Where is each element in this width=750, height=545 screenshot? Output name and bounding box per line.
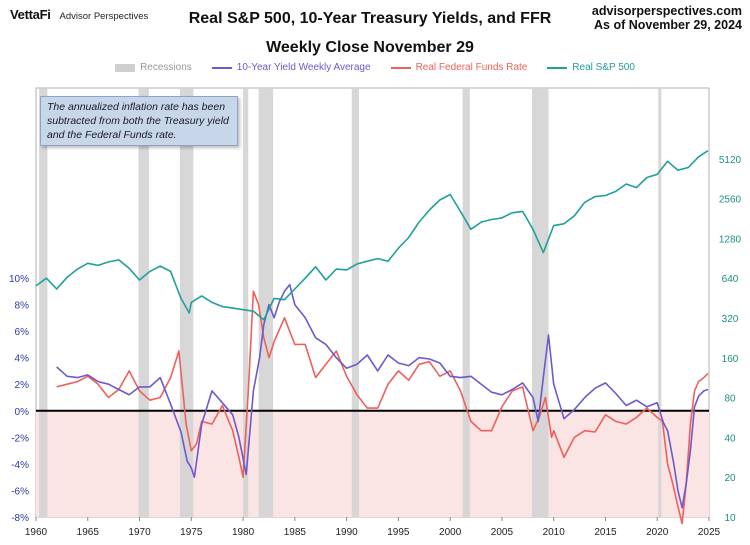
right-tick-label: 5120 [719,155,742,166]
negative-zone-band [36,410,709,517]
x-tick-label: 1965 [77,527,100,538]
left-tick-label: 4% [15,354,30,365]
left-tick-label: 10% [9,274,29,285]
site-url: advisorperspectives.com [591,4,742,18]
x-tick-label: 2025 [698,527,721,538]
chart-titles: Real S&P 500, 10-Year Treasury Yields, a… [150,8,590,58]
recession-band [658,88,662,517]
right-tick-label: 20 [724,473,736,484]
x-tick-label: 2015 [594,527,617,538]
annotation-note: The annualized inflation rate has been s… [40,96,238,146]
recession-band [138,88,149,517]
site-info: advisorperspectives.com As of November 2… [592,4,742,32]
x-tick-label: 1995 [387,527,410,538]
x-tick-label: 2010 [543,527,566,538]
brand-subtitle: Advisor Perspectives [59,11,149,22]
x-tick-label: 1970 [128,527,151,538]
recession-band [39,88,48,517]
x-tick-label: 2000 [439,527,462,538]
right-tick-label: 40 [724,433,736,444]
recession-band [243,88,249,517]
legend-label-sp: Real S&P 500 [572,62,635,73]
recession-swatch [115,63,136,72]
ffr-swatch [390,66,411,69]
left-tick-label: 0% [15,407,30,418]
left-tick-label: -8% [11,513,29,524]
left-tick-label: -6% [11,486,29,497]
x-tick-label: 1980 [232,527,255,538]
recession-band [179,88,194,517]
chart-subtitle: Weekly Close November 29 [266,39,474,56]
yield-swatch [211,66,232,69]
right-tick-label: 640 [722,274,739,285]
right-tick-label: 320 [722,314,739,325]
x-tick-label: 2005 [491,527,514,538]
left-tick-label: 6% [15,327,30,338]
left-tick-label: 2% [15,380,30,391]
legend-item-recessions: Recessions [115,62,192,73]
right-tick-label: 160 [722,354,739,365]
x-tick-label: 1960 [25,527,48,538]
legend-item-ffr: Real Federal Funds Rate [390,62,528,73]
right-tick-label: 10 [724,513,736,524]
sp500-series-line [35,150,709,321]
x-tick-label: 1985 [284,527,307,538]
left-tick-label: -4% [11,460,29,471]
sp-swatch [547,66,568,69]
brand-logo: VettaFi [10,7,51,22]
x-tick-label: 1990 [335,527,358,538]
legend-item-yield: 10-Year Yield Weekly Average [211,62,371,73]
legend-label-recessions: Recessions [140,62,192,73]
brand: VettaFi Advisor Perspectives [10,7,148,27]
recession-band [351,88,360,517]
recession-band [258,88,274,517]
legend-label-yield: 10-Year Yield Weekly Average [236,62,371,73]
left-tick-label: -2% [11,433,29,444]
legend-item-sp: Real S&P 500 [547,62,635,73]
right-tick-label: 1280 [719,234,742,245]
chart-legend: Recessions 10-Year Yield Weekly Average … [0,62,750,73]
right-tick-label: 80 [724,394,736,405]
yield-series-line [56,283,709,509]
recession-band [531,88,549,517]
legend-label-ffr: Real Federal Funds Rate [415,62,528,73]
x-tick-label: 2020 [646,527,669,538]
recession-band [462,88,470,517]
chart-title: Real S&P 500, 10-Year Treasury Yields, a… [188,10,552,27]
right-tick-label: 2560 [719,195,742,206]
as-of-date: As of November 29, 2024 [594,18,742,32]
ffr-series-line [56,290,709,525]
left-tick-label: 8% [15,301,30,312]
x-tick-label: 1975 [180,527,203,538]
